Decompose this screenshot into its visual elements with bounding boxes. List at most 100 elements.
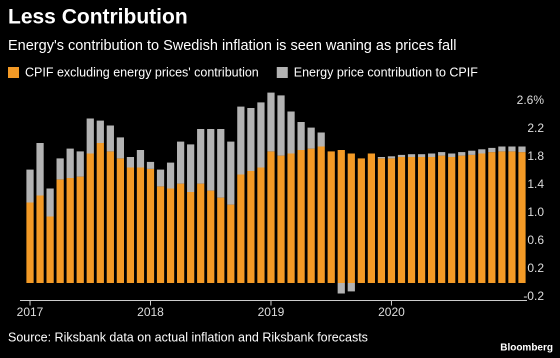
bar-segment <box>468 150 476 155</box>
bar-segment <box>237 106 245 175</box>
bar-segment <box>347 283 355 292</box>
bar-segment <box>197 183 205 283</box>
bar-segment <box>498 151 506 283</box>
bar-segment <box>518 146 526 153</box>
legend-label: CPIF excluding energy prices' contributi… <box>25 65 259 79</box>
bar-segment <box>177 141 185 184</box>
bar-segment <box>156 169 165 187</box>
bar-segment <box>337 283 345 294</box>
bar-segment <box>237 174 245 283</box>
bar-segment <box>56 179 64 283</box>
bar-segment <box>407 154 416 157</box>
y-tick-label: 1.8 <box>527 149 544 163</box>
bar-segment <box>106 125 114 152</box>
bar-segment <box>96 143 104 283</box>
bar-segment <box>187 144 195 192</box>
source: Source: Riksbank data on actual inflatio… <box>8 330 368 344</box>
bar-segment <box>247 108 255 171</box>
bar-segment <box>367 153 375 283</box>
y-tick-label: 1.4 <box>527 177 544 191</box>
legend-swatch <box>8 67 19 78</box>
x-tick-label: 2020 <box>378 305 405 319</box>
bar-segment <box>36 143 44 196</box>
bar-segment <box>126 167 135 283</box>
bar-segment <box>478 149 486 154</box>
y-tick-label: 2.6% <box>517 93 545 107</box>
bar-segment <box>417 154 426 157</box>
bar-segment <box>277 155 285 283</box>
bar-segment <box>177 183 185 283</box>
bar-segment <box>56 158 64 180</box>
chart-subtitle: Energy's contribution to Swedish inflati… <box>8 38 456 54</box>
bar-segment <box>26 169 34 203</box>
chart-title: Less Contribution <box>8 6 188 29</box>
x-tick-label: 2019 <box>258 305 285 319</box>
bar-segment <box>417 157 426 283</box>
bar-segment <box>407 157 416 283</box>
bar-segment <box>207 129 215 191</box>
bar-segment <box>257 102 265 168</box>
bar-segment <box>458 152 466 156</box>
bar-segment <box>267 151 275 283</box>
bar-segment <box>307 148 315 283</box>
bar-segment <box>377 157 386 159</box>
bar-segment <box>146 161 155 169</box>
y-tick-label: -0.2 <box>523 289 544 303</box>
bar-segment <box>297 122 305 150</box>
bar-segment <box>337 150 345 283</box>
bar-segment <box>116 137 124 159</box>
legend-label: Energy price contribution to CPIF <box>294 65 478 79</box>
bar-segment <box>287 111 295 154</box>
bar-segment <box>277 95 285 156</box>
bar-segment <box>458 155 466 283</box>
bar-segment <box>217 129 225 198</box>
bar-segment <box>26 202 34 283</box>
x-tick-label: 2017 <box>17 305 44 319</box>
bar-segment <box>116 158 124 283</box>
legend-swatch <box>276 67 288 78</box>
bar-segment <box>347 153 355 283</box>
bar-segment <box>428 157 436 283</box>
bar-segment <box>478 153 486 283</box>
y-tick-label: 0.2 <box>527 261 544 275</box>
bar-segment <box>126 157 135 168</box>
bar-segment <box>106 151 114 283</box>
bar-segment <box>257 167 265 283</box>
bar-segment <box>36 195 44 283</box>
bar-segment <box>448 157 456 283</box>
bar-segment <box>207 190 215 283</box>
bar-segment <box>377 158 386 283</box>
bar-segment <box>217 197 225 283</box>
bar-segment <box>66 148 74 178</box>
bar-segment <box>76 176 84 283</box>
bar-segment <box>136 167 145 283</box>
bar-segment <box>66 178 74 283</box>
y-tick-label: 1.0 <box>527 205 544 219</box>
bar-segment <box>438 152 446 156</box>
bar-segment <box>428 153 436 157</box>
y-tick-label: 0.6 <box>527 233 544 247</box>
bar-segment <box>468 154 476 283</box>
bar-segment <box>227 204 235 283</box>
bar-segment <box>327 151 335 283</box>
bar-segment <box>438 155 446 283</box>
logo: Bloomberg <box>500 343 553 354</box>
bar-segment <box>267 92 275 152</box>
bar-segment <box>508 151 516 283</box>
bar-segment <box>46 188 54 217</box>
bar-segment <box>397 154 406 157</box>
x-tick-label: 2018 <box>137 305 164 319</box>
bar-segment <box>156 186 165 283</box>
bar-segment <box>86 153 94 283</box>
bar-segment <box>508 146 516 152</box>
bar-segment <box>166 188 175 283</box>
bar-segment <box>307 127 315 149</box>
bar-segment <box>46 216 54 283</box>
bar-segment <box>317 132 325 147</box>
bar-segment <box>136 150 145 168</box>
bar-segment <box>297 150 305 283</box>
bar-segment <box>488 152 496 283</box>
bar-segment <box>227 141 235 205</box>
